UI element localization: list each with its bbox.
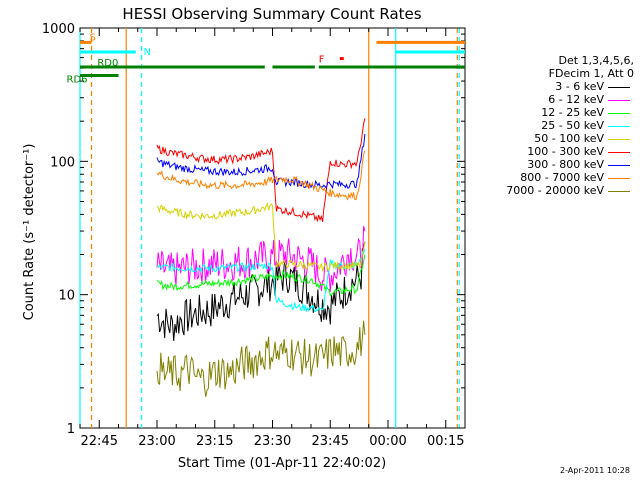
legend-entry-swatch <box>608 100 630 101</box>
legend-entry-label: 6 - 12 keV <box>548 93 604 106</box>
legend-entry: 3 - 6 keV <box>470 80 634 93</box>
legend-entry-swatch <box>608 178 630 179</box>
y-tick-label: 100 <box>50 155 75 170</box>
legend-entry-label: 800 - 7000 keV <box>520 171 604 184</box>
x-tick-label: 00:00 <box>369 434 406 449</box>
legend-entry-swatch <box>608 139 630 140</box>
legend-entry: 12 - 25 keV <box>470 106 634 119</box>
flag-label-f: F <box>319 55 325 66</box>
timestamp: 2-Apr-2011 10:28 <box>560 466 630 475</box>
series-line-8 <box>156 150 366 201</box>
legend-entry-label: 25 - 50 keV <box>541 119 604 132</box>
legend-entry-label: 12 - 25 keV <box>541 106 604 119</box>
series-line-5 <box>156 202 366 272</box>
series-line-4 <box>156 248 366 313</box>
legend-entry-label: 300 - 800 keV <box>527 158 604 171</box>
legend-entry: 100 - 300 keV <box>470 145 634 158</box>
y-tick-label: 1 <box>67 422 75 437</box>
legend-entry-label: 50 - 100 keV <box>534 132 604 145</box>
legend-entry-swatch <box>608 87 630 88</box>
plot-frame <box>79 27 466 429</box>
legend-entry: 7000 - 20000 keV <box>470 184 634 197</box>
legend-entry: 6 - 12 keV <box>470 93 634 106</box>
flag-label-n: N <box>144 47 151 58</box>
x-tick-label: 00:15 <box>427 434 464 449</box>
legend-header-line-1: Det 1,3,4,5,6, <box>558 54 634 67</box>
legend-entry-swatch <box>608 126 630 127</box>
legend-header-line-2: FDecim 1, Att 0 <box>548 67 634 80</box>
series-line-7 <box>156 134 366 190</box>
x-tick-label: 23:30 <box>254 434 291 449</box>
y-tick-label: 10 <box>58 289 75 304</box>
legend-entry-label: 3 - 6 keV <box>555 80 604 93</box>
x-tick-label: 23:45 <box>312 434 349 449</box>
legend-entry-label: 100 - 300 keV <box>527 145 604 158</box>
x-tick-label: 23:15 <box>196 434 233 449</box>
chart-title: HESSI Observing Summary Count Rates <box>122 5 421 23</box>
y-axis-label: Count Rate (s⁻¹ detector⁻¹) <box>22 144 37 321</box>
flag-label-s: S <box>90 32 96 43</box>
x-tick-label: 22:45 <box>81 434 118 449</box>
series-line-3 <box>156 254 366 297</box>
legend-entry-swatch <box>608 191 630 192</box>
flag-label-rd6: RD6 <box>67 75 88 86</box>
legend-entries: 3 - 6 keV 6 - 12 keV 12 - 25 keV 25 - 50 ke… <box>470 80 634 197</box>
legend-entry-swatch <box>608 113 630 114</box>
legend-entry: 25 - 50 keV <box>470 119 634 132</box>
legend-entry: 50 - 100 keV <box>470 132 634 145</box>
legend-entry-label: 7000 - 20000 keV <box>506 184 604 197</box>
series-line-6 <box>156 118 366 223</box>
legend-entry: 800 - 7000 keV <box>470 171 634 184</box>
plot-area: 1 10 100 1000 22:45 23:00 23:15 23:30 23:45 00:00… <box>42 22 466 449</box>
legend-entry-swatch <box>608 165 630 166</box>
series-line-9 <box>156 320 366 397</box>
series-line-1 <box>156 241 366 341</box>
legend-entry-swatch <box>608 152 630 153</box>
legend-entry: 300 - 800 keV <box>470 158 634 171</box>
flag-label-rd0: RD0 <box>97 58 118 69</box>
x-tick-label: 23:00 <box>138 434 175 449</box>
legend: Det 1,3,4,5,6, FDecim 1, Att 0 3 - 6 keV… <box>470 54 634 197</box>
x-axis-label: Start Time (01-Apr-11 22:40:02) <box>178 456 386 471</box>
y-tick-label: 1000 <box>42 22 75 37</box>
